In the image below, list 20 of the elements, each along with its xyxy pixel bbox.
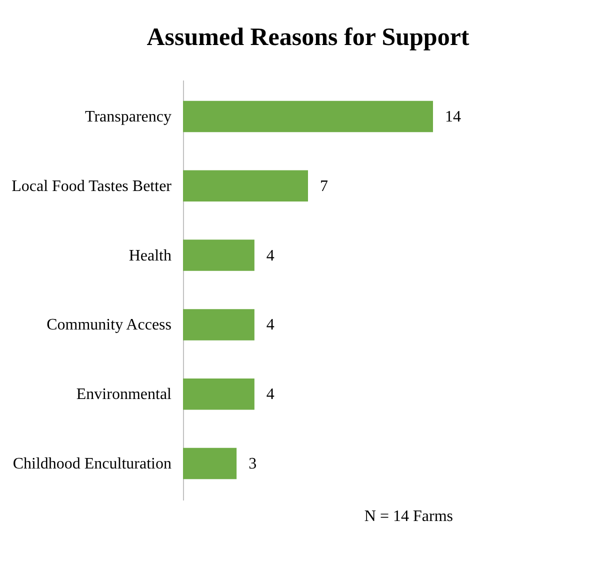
text: N = 14 Farms xyxy=(364,508,453,525)
data-label: 3 xyxy=(248,456,257,473)
bar xyxy=(183,448,237,480)
bar xyxy=(183,378,254,410)
y-tick-label: Community Access xyxy=(46,316,172,334)
data-label: 7 xyxy=(320,178,328,195)
bar xyxy=(183,240,254,271)
y-tick-label: Environmental xyxy=(76,386,172,404)
y-tick-label: Childhood Enculturation xyxy=(12,456,172,473)
bar xyxy=(183,309,254,340)
data-label: 4 xyxy=(266,316,274,334)
bar xyxy=(183,100,433,132)
data-label: 14 xyxy=(445,108,461,126)
y-tick-label: Local Food Tastes Better xyxy=(12,178,172,195)
y-tick-label: Transparency xyxy=(85,108,172,126)
data-label: 4 xyxy=(266,386,274,404)
chart-title: Assumed Reasons for Support xyxy=(146,24,470,51)
y-tick-label: Health xyxy=(128,247,172,264)
bar xyxy=(183,170,308,202)
data-label: 4 xyxy=(266,247,274,264)
